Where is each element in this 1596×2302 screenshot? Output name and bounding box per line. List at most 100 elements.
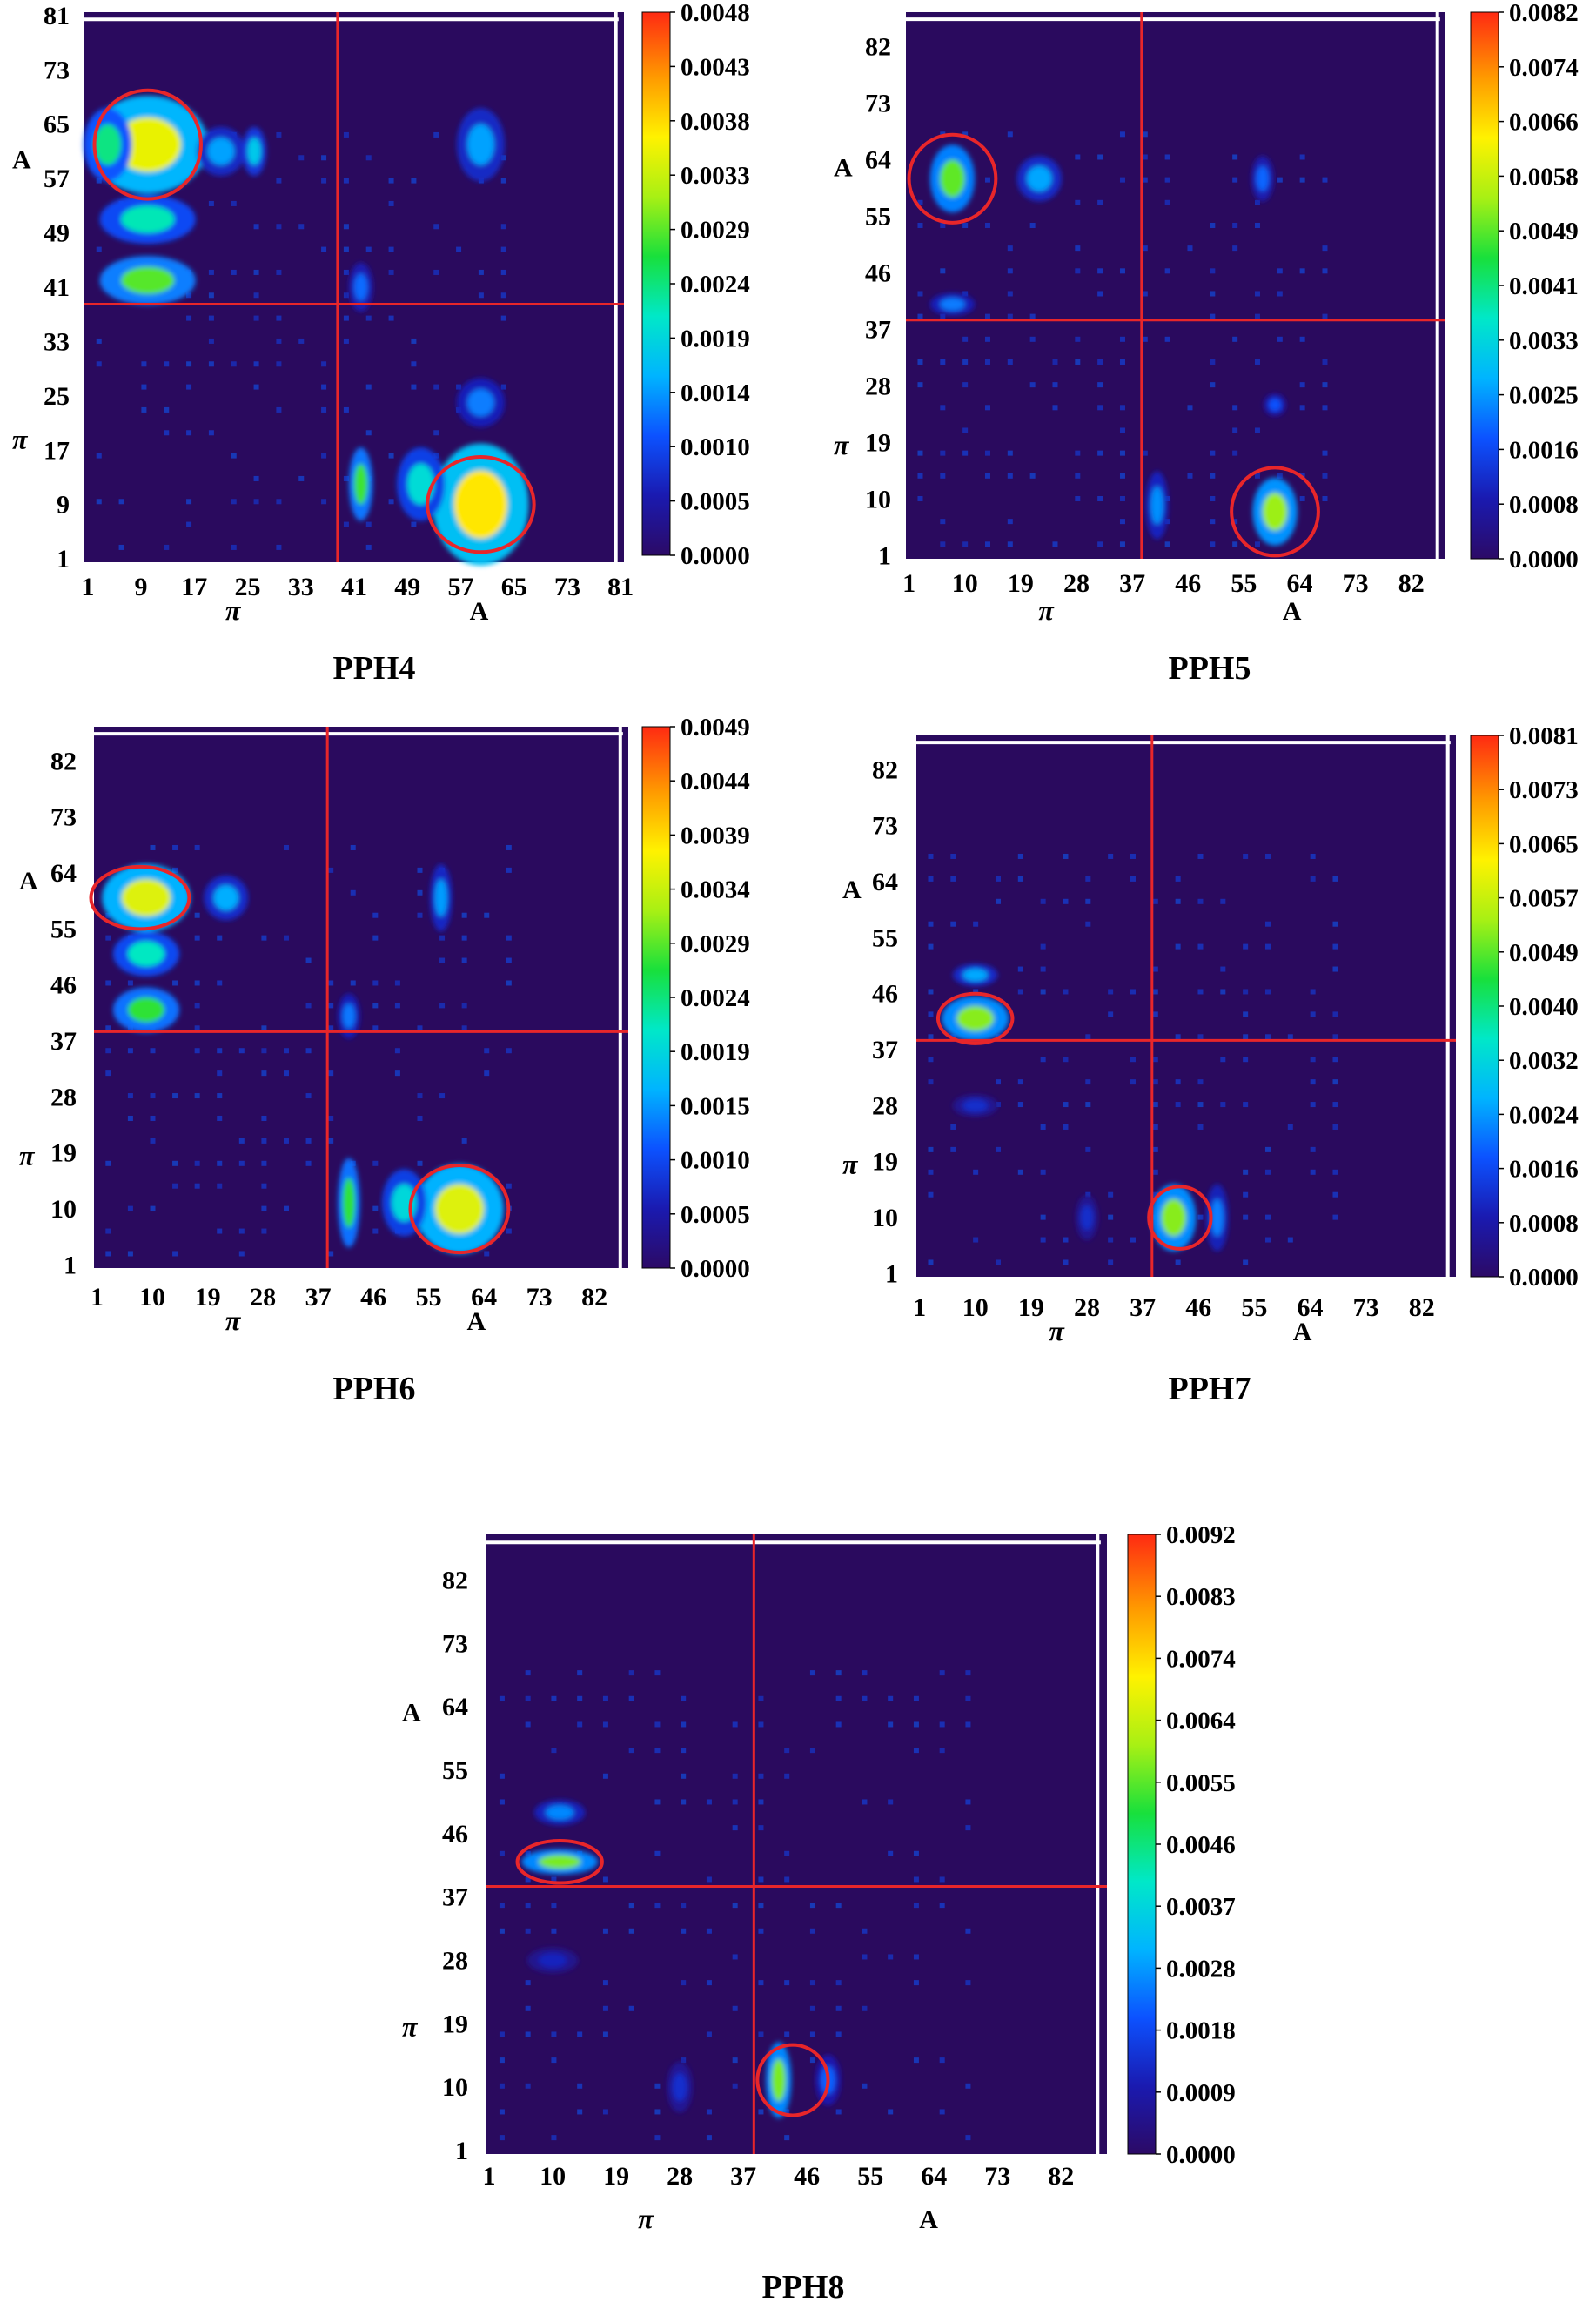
colorbar-tick-label: 0.0057 <box>1509 885 1579 913</box>
texture-cell <box>321 406 327 413</box>
texture-cell <box>365 155 372 161</box>
x-tick-label: 55 <box>1241 1293 1267 1322</box>
texture-cell <box>835 2031 842 2037</box>
colorbar-tick-label: 0.0029 <box>681 930 750 958</box>
texture-cell <box>456 246 462 252</box>
y-tick-label: 10 <box>865 485 891 513</box>
texture-cell <box>628 1903 634 1909</box>
texture-cell <box>321 178 327 184</box>
texture-cell <box>208 361 214 367</box>
x-tick-label: 64 <box>471 1283 497 1312</box>
texture-cell <box>217 935 223 941</box>
texture-cell <box>995 1259 1001 1265</box>
texture-cell <box>1332 1057 1338 1063</box>
x-tick-label: 1 <box>81 573 94 601</box>
x-tick-label: 64 <box>1298 1293 1324 1322</box>
texture-cell <box>995 898 1001 904</box>
hotspot <box>213 885 238 910</box>
texture-cell <box>758 1903 764 1909</box>
texture-cell <box>1017 853 1023 859</box>
texture-cell <box>913 1748 919 1754</box>
texture-cell <box>1142 450 1148 456</box>
texture-cell <box>1052 382 1058 388</box>
texture-cell <box>1097 154 1103 160</box>
texture-cell <box>1164 336 1170 342</box>
texture-cell <box>1063 853 1069 859</box>
texture-cell <box>913 1695 919 1701</box>
texture-cell <box>1264 1237 1271 1243</box>
texture-cell <box>1130 989 1136 995</box>
texture-cell <box>172 1251 178 1257</box>
texture-cell <box>1063 1259 1069 1265</box>
texture-cell <box>602 2031 608 2037</box>
texture-cell <box>1075 336 1081 342</box>
y-tick-label: 55 <box>50 915 77 943</box>
texture-cell <box>809 1670 815 1676</box>
texture-cell <box>984 336 990 342</box>
texture-cell <box>913 2057 919 2064</box>
texture-cell <box>1322 359 1328 365</box>
texture-cell <box>654 1670 661 1676</box>
y-tick-label: 46 <box>50 971 77 1000</box>
texture-cell <box>654 1721 661 1728</box>
x-tick-label: 55 <box>1231 569 1257 598</box>
hotspot <box>1268 398 1282 412</box>
texture-cell <box>940 473 946 479</box>
texture-cell <box>328 1138 334 1144</box>
texture-cell <box>433 453 439 459</box>
texture-cell <box>456 384 462 390</box>
texture-cell <box>484 1251 490 1257</box>
texture-cell <box>525 1695 531 1701</box>
texture-cell <box>217 1228 223 1234</box>
texture-cell <box>1097 359 1103 365</box>
y-tick-label: 49 <box>44 219 70 248</box>
texture-cell <box>276 361 282 367</box>
colorbar-tick-label: 0.0015 <box>681 1092 750 1120</box>
texture-cell <box>706 1928 712 1934</box>
texture-cell <box>506 1048 512 1054</box>
texture-cell <box>917 450 923 456</box>
texture-cell <box>1264 1169 1271 1175</box>
texture-cell <box>1332 966 1338 972</box>
y-group-label-pi: π <box>12 424 29 455</box>
texture-cell <box>141 384 147 390</box>
colorbar-tick-label: 0.0066 <box>1509 109 1579 137</box>
texture-cell <box>862 1670 868 1676</box>
texture-cell <box>962 291 969 297</box>
texture-cell <box>261 1138 267 1144</box>
texture-cell <box>732 1825 738 1831</box>
texture-cell <box>888 1721 894 1728</box>
hotspot <box>114 117 181 172</box>
texture-cell <box>231 544 237 550</box>
texture-cell <box>500 269 506 275</box>
texture-cell <box>105 1070 111 1077</box>
texture-cell <box>1007 245 1013 252</box>
texture-cell <box>984 450 990 456</box>
x-tick-label: 28 <box>1063 569 1090 598</box>
texture-cell <box>372 912 379 918</box>
y-tick-label: 82 <box>50 747 77 775</box>
texture-cell <box>1322 495 1328 501</box>
y-group-label-pi: π <box>834 429 850 460</box>
y-group-label-a: A <box>12 146 31 175</box>
texture-cell <box>1007 450 1013 456</box>
y-tick-label: 46 <box>442 1820 468 1849</box>
texture-cell <box>372 935 379 941</box>
x-tick-label: 82 <box>1398 569 1425 598</box>
texture-cell <box>439 935 446 941</box>
texture-cell <box>321 384 327 390</box>
texture-cell <box>127 1251 133 1257</box>
texture-cell <box>1210 519 1216 525</box>
highlight-circle <box>92 88 203 201</box>
texture-cell <box>1232 405 1238 411</box>
texture-cell <box>1254 222 1260 228</box>
texture-cell <box>681 1980 687 1986</box>
texture-cell <box>1287 1124 1293 1130</box>
texture-cell <box>965 1721 971 1728</box>
y-group-label-a: A <box>834 154 853 183</box>
texture-cell <box>238 1160 245 1166</box>
x-group-label-pi: π <box>638 2203 654 2234</box>
texture-cell <box>343 292 349 299</box>
texture-cell <box>950 1146 956 1152</box>
texture-cell <box>706 2031 712 2037</box>
